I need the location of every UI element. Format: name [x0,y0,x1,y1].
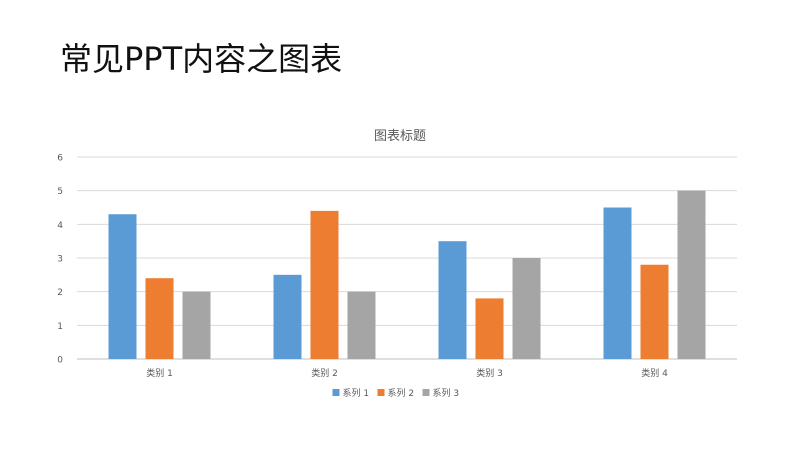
x-tick-label: 类别 4 [641,367,668,379]
bar-series-2-category-2 [310,210,339,359]
y-tick-labels: 0 1 2 3 4 5 6 [57,154,63,366]
legend-label: 系列 3 [433,387,460,399]
x-tick-labels: 类别 1 类别 2 类别 3 类别 4 [146,367,668,379]
x-tick-label: 类别 1 [146,367,173,379]
bars [108,190,706,359]
bar-series-2-category-3 [475,298,504,359]
legend-swatch [422,389,430,396]
y-tick-label: 6 [57,154,63,164]
x-tick-label: 类别 2 [311,367,338,379]
legend-label: 系列 1 [343,387,370,399]
bar-series-3-category-4 [677,190,706,359]
y-tick-label: 1 [57,322,63,332]
x-tick-label: 类别 3 [476,367,503,379]
bar-series-2-category-4 [640,264,669,359]
bar-series-1-category-2 [273,274,302,359]
legend-label: 系列 2 [388,387,415,399]
y-tick-label: 3 [57,255,63,265]
bar-series-3-category-2 [347,291,376,359]
y-tick-label: 5 [57,187,63,197]
legend: 系列 1 系列 2 系列 3 [332,387,460,399]
gridlines [77,156,737,360]
bar-series-3-category-3 [512,258,541,359]
legend-swatch [332,389,340,396]
bar-series-1-category-1 [108,214,137,359]
y-tick-label: 4 [57,221,63,231]
y-tick-label: 0 [57,356,63,366]
chart-title: 图表标题 [374,129,426,144]
bar-series-1-category-4 [603,207,632,359]
bar-series-2-category-1 [145,278,174,359]
bar-series-1-category-3 [438,241,467,359]
y-tick-label: 2 [57,288,63,298]
slide-title: 常见PPT内容之图表 [60,40,343,78]
bar-series-3-category-1 [182,291,211,359]
legend-swatch [377,389,385,396]
